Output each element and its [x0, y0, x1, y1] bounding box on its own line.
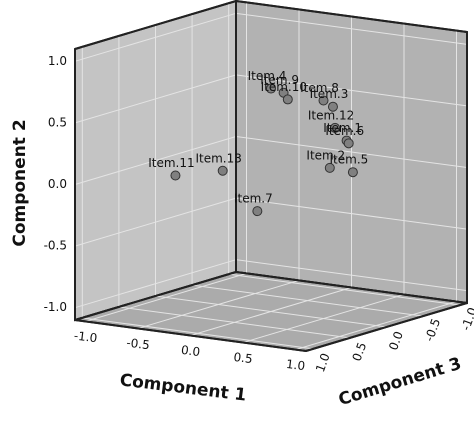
- point: [252, 206, 263, 217]
- point: [266, 83, 276, 94]
- z-tick-label: 0.0: [386, 329, 406, 352]
- point: [217, 165, 228, 176]
- point-label: Item.7: [234, 192, 273, 206]
- x-tick-label: 1.0: [285, 357, 306, 373]
- point: [327, 101, 338, 112]
- y-tick-label: 0.0: [48, 177, 67, 191]
- point-label: Item.4: [248, 69, 287, 83]
- z-tick-label: -0.5: [422, 317, 443, 344]
- z-tick-label: -1.0: [459, 306, 474, 333]
- box-edge: [235, 0, 468, 33]
- grid-line: [118, 306, 350, 339]
- y-tick-label: -1.0: [44, 300, 67, 314]
- x-axis-title: Component 1: [119, 370, 248, 405]
- x-tick-label: -1.0: [73, 329, 98, 346]
- box-edge: [74, 0, 237, 50]
- point-label: Item.9: [260, 73, 299, 87]
- box-edge: [235, 271, 468, 304]
- y-tick-label: -0.5: [44, 239, 67, 253]
- grid-line: [192, 284, 424, 317]
- box-edge: [74, 319, 307, 352]
- point: [324, 162, 335, 173]
- y-tick-label: 1.0: [48, 54, 67, 68]
- box-edge: [74, 271, 237, 321]
- point-label: Item.1: [323, 121, 362, 135]
- point-label: Item.12: [308, 108, 354, 122]
- point-label: Item.13: [195, 151, 241, 165]
- point-label: Item.3: [310, 87, 349, 101]
- box-edge: [305, 302, 468, 352]
- point-label: Item.2: [306, 148, 345, 162]
- point-label: Item.8: [300, 81, 339, 95]
- point-label: Item.6: [325, 124, 364, 138]
- z-tick-label: 1.0: [313, 351, 333, 374]
- point: [330, 122, 341, 133]
- point: [282, 94, 293, 105]
- point: [318, 95, 329, 106]
- y-tick-label: 0.5: [48, 115, 67, 129]
- grid-line: [228, 273, 460, 306]
- point-label: Item.11: [148, 156, 194, 170]
- z-axis-title: Component 3: [336, 354, 464, 410]
- x-tick-label: 0.5: [233, 350, 254, 366]
- point: [170, 170, 181, 181]
- grid-line: [155, 295, 387, 328]
- point-label: Item.10: [261, 80, 307, 94]
- x-tick-label: -0.5: [126, 336, 151, 353]
- z-tick-label: 0.5: [350, 340, 370, 363]
- point: [347, 167, 358, 178]
- point: [343, 138, 354, 149]
- point-label: Item.5: [330, 153, 369, 167]
- grid-line: [82, 317, 314, 350]
- x-tick-label: 0.0: [180, 343, 201, 359]
- y-axis-title: Component 2: [10, 119, 30, 246]
